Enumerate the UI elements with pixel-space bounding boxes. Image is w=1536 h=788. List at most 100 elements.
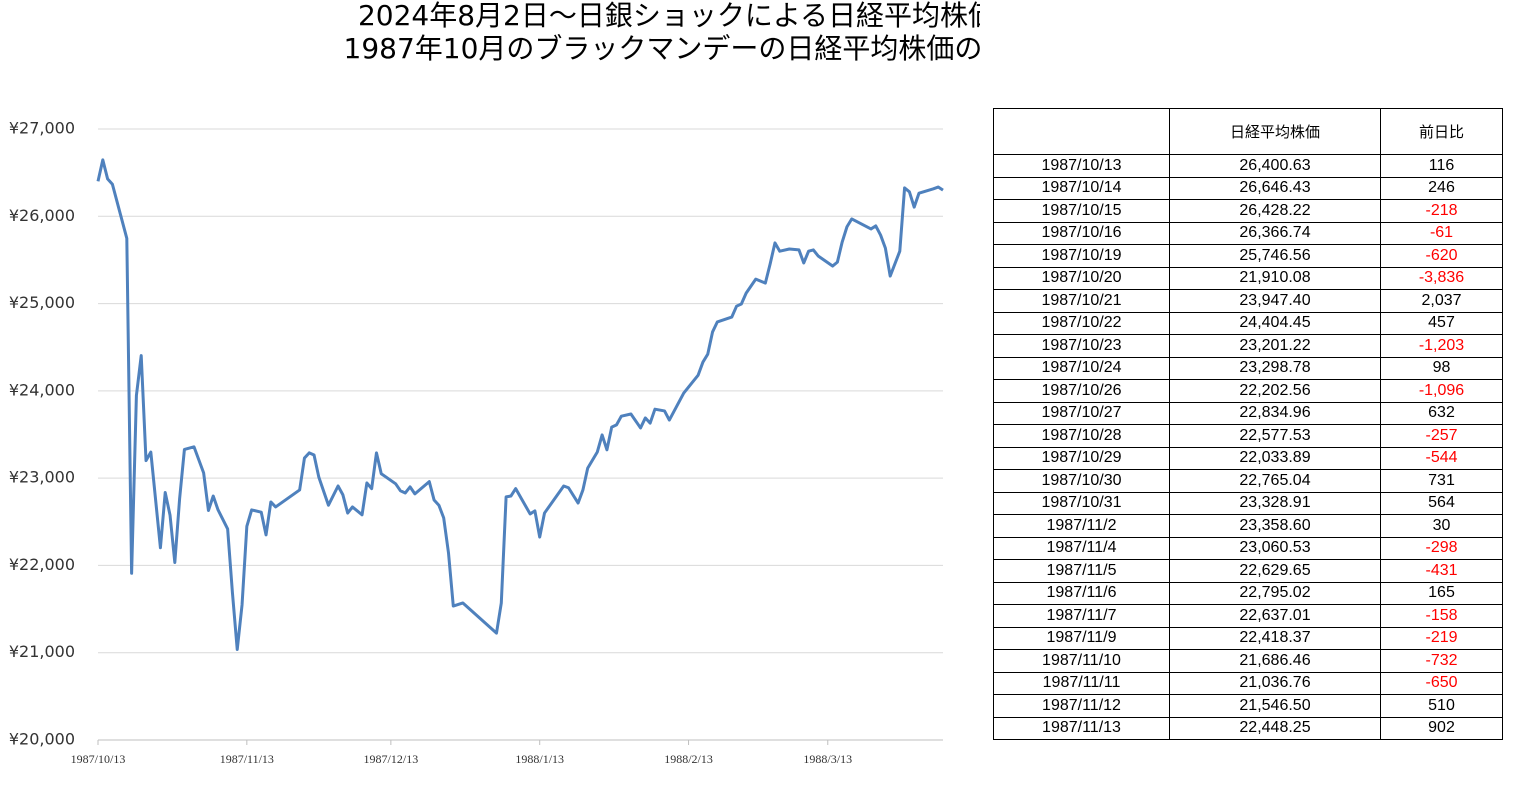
change-cell: -544 — [1380, 446, 1503, 470]
date-cell: 1987/10/16 — [993, 221, 1170, 245]
x-tick-label: 1988/3/13 — [803, 752, 852, 766]
x-tick-label: 1987/12/13 — [364, 752, 419, 766]
change-cell: -218 — [1380, 199, 1503, 223]
price-cell: 21,036.76 — [1169, 671, 1381, 695]
price-cell: 23,060.53 — [1169, 536, 1381, 560]
chart: 2024年8月2日～日銀ショックによる日経平均株価急落から 1987年10月のブ… — [9, 0, 980, 766]
change-cell: -431 — [1380, 559, 1503, 583]
price-cell: 22,577.53 — [1169, 424, 1381, 448]
price-cell: 23,358.60 — [1169, 514, 1381, 538]
date-cell: 1987/11/6 — [993, 581, 1170, 605]
table-row: 1987/10/31 23,328.91 564 — [993, 491, 1503, 515]
price-cell: 22,765.04 — [1169, 469, 1381, 493]
date-cell: 1987/10/30 — [993, 469, 1170, 493]
price-cell: 21,546.50 — [1169, 694, 1381, 718]
y-tick-label: ¥25,000 — [9, 293, 75, 312]
table-row: 1987/11/11 21,036.76 -650 — [993, 671, 1503, 695]
price-cell: 26,366.74 — [1169, 221, 1381, 245]
table-row: 1987/10/13 26,400.63 116 — [993, 154, 1503, 178]
table-row: 1987/10/24 23,298.78 98 — [993, 356, 1503, 380]
table-row: 1987/10/20 21,910.08 -3,836 — [993, 266, 1503, 290]
change-cell: -650 — [1380, 671, 1503, 695]
change-cell: 165 — [1380, 581, 1503, 605]
change-cell: -3,836 — [1380, 266, 1503, 290]
price-cell: 21,686.46 — [1169, 649, 1381, 673]
header-cell: 日経平均株価 — [1169, 108, 1381, 155]
date-cell: 1987/11/13 — [993, 716, 1170, 740]
date-cell: 1987/11/7 — [993, 604, 1170, 628]
y-tick-label: ¥27,000 — [9, 119, 75, 138]
table-row: 1987/10/28 22,577.53 -257 — [993, 424, 1503, 448]
y-tick-label: ¥26,000 — [9, 206, 75, 225]
change-cell: -257 — [1380, 424, 1503, 448]
table-row: 1987/10/23 23,201.22 -1,203 — [993, 334, 1503, 358]
change-cell: 731 — [1380, 469, 1503, 493]
date-cell: 1987/11/10 — [993, 649, 1170, 673]
date-cell: 1987/10/23 — [993, 334, 1170, 358]
price-cell: 22,629.65 — [1169, 559, 1381, 583]
date-cell: 1987/10/27 — [993, 401, 1170, 425]
price-cell: 22,033.89 — [1169, 446, 1381, 470]
price-cell: 22,795.02 — [1169, 581, 1381, 605]
date-cell: 1987/10/28 — [993, 424, 1170, 448]
date-cell: 1987/10/13 — [993, 154, 1170, 178]
table-row: 1987/10/15 26,428.22 -218 — [993, 199, 1503, 223]
date-cell: 1987/11/12 — [993, 694, 1170, 718]
price-cell: 24,404.45 — [1169, 311, 1381, 335]
price-cell: 23,298.78 — [1169, 356, 1381, 380]
table-row: 1987/10/16 26,366.74 -61 — [993, 221, 1503, 245]
chart-title: 2024年8月2日～日銀ショックによる日経平均株価急落から — [358, 0, 980, 32]
change-cell: 2,037 — [1380, 289, 1503, 313]
header-row: 日経平均株価 前日比 — [993, 108, 1503, 155]
x-tick-label: 1987/11/13 — [220, 752, 274, 766]
x-tick-label: 1987/10/13 — [71, 752, 126, 766]
date-cell: 1987/11/5 — [993, 559, 1170, 583]
table-row: 1987/11/6 22,795.02 165 — [993, 581, 1503, 605]
change-cell: 246 — [1380, 176, 1503, 200]
price-cell: 21,910.08 — [1169, 266, 1381, 290]
change-cell: -1,096 — [1380, 379, 1503, 403]
change-cell: -158 — [1380, 604, 1503, 628]
change-cell: -620 — [1380, 244, 1503, 268]
change-cell: -732 — [1380, 649, 1503, 673]
change-cell: 564 — [1380, 491, 1503, 515]
date-cell: 1987/11/11 — [993, 671, 1170, 695]
price-cell: 23,328.91 — [1169, 491, 1381, 515]
y-tick-label: ¥24,000 — [9, 380, 75, 399]
date-cell: 1987/10/15 — [993, 199, 1170, 223]
date-cell: 1987/10/26 — [993, 379, 1170, 403]
y-tick-label: ¥21,000 — [9, 642, 75, 661]
table-row: 1987/10/22 24,404.45 457 — [993, 311, 1503, 335]
price-cell: 22,418.37 — [1169, 626, 1381, 650]
table-row: 1987/11/5 22,629.65 -431 — [993, 559, 1503, 583]
change-cell: 510 — [1380, 694, 1503, 718]
price-cell: 23,201.22 — [1169, 334, 1381, 358]
table-row: 1987/11/7 22,637.01 -158 — [993, 604, 1503, 628]
header-cell — [993, 108, 1170, 155]
table-row: 1987/11/9 22,418.37 -219 — [993, 626, 1503, 650]
x-tick-label: 1988/2/13 — [664, 752, 713, 766]
change-cell: -1,203 — [1380, 334, 1503, 358]
change-cell: 902 — [1380, 716, 1503, 740]
date-cell: 1987/11/9 — [993, 626, 1170, 650]
price-cell: 22,834.96 — [1169, 401, 1381, 425]
table-row: 1987/11/10 21,686.46 -732 — [993, 649, 1503, 673]
date-cell: 1987/10/21 — [993, 289, 1170, 313]
table-row: 1987/10/21 23,947.40 2,037 — [993, 289, 1503, 313]
date-cell: 1987/10/19 — [993, 244, 1170, 268]
date-cell: 1987/10/20 — [993, 266, 1170, 290]
price-cell: 23,947.40 — [1169, 289, 1381, 313]
header-cell: 前日比 — [1380, 108, 1503, 155]
y-tick-label: ¥22,000 — [9, 555, 75, 574]
date-cell: 1987/10/31 — [993, 491, 1170, 515]
price-cell: 22,637.01 — [1169, 604, 1381, 628]
change-cell: 632 — [1380, 401, 1503, 425]
price-cell: 22,202.56 — [1169, 379, 1381, 403]
price-cell: 26,428.22 — [1169, 199, 1381, 223]
date-cell: 1987/10/22 — [993, 311, 1170, 335]
y-tick-label: ¥23,000 — [9, 468, 75, 487]
y-tick-label: ¥20,000 — [9, 730, 75, 749]
table-row: 1987/11/13 22,448.25 902 — [993, 716, 1503, 740]
table-row: 1987/11/12 21,546.50 510 — [993, 694, 1503, 718]
